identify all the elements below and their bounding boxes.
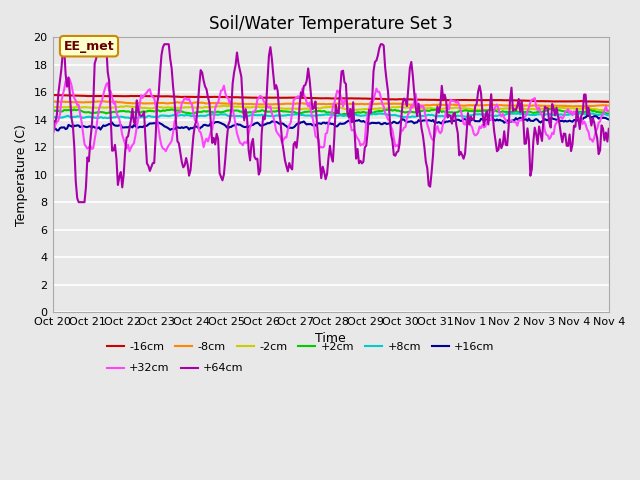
+8cm [68,114,76,120]
+2cm [529,110,537,116]
+8cm [447,113,454,119]
+16cm [336,120,344,126]
-2cm [68,104,76,110]
+8cm [605,112,612,118]
+16cm [605,117,612,122]
Line: +2cm: +2cm [52,108,609,115]
Line: +8cm: +8cm [52,113,609,118]
+64cm [68,115,76,120]
Line: +64cm: +64cm [52,44,609,202]
-16cm [600,99,608,105]
+16cm [604,116,611,122]
+16cm [86,123,94,129]
-8cm [100,98,108,104]
-8cm [604,103,611,108]
-8cm [529,103,537,108]
+8cm [49,115,56,120]
+16cm [49,127,56,132]
-16cm [85,93,93,99]
+16cm [529,118,537,124]
Title: Soil/Water Temperature Set 3: Soil/Water Temperature Set 3 [209,15,452,33]
+2cm [605,111,612,117]
+2cm [335,110,342,116]
+2cm [68,108,76,113]
+32cm [125,148,133,154]
+64cm [75,199,83,205]
+16cm [54,128,62,133]
Line: +16cm: +16cm [52,116,609,131]
-16cm [445,97,453,103]
Line: -8cm: -8cm [52,101,609,107]
-8cm [49,99,56,105]
+32cm [65,74,72,80]
+64cm [448,121,456,127]
+64cm [49,137,56,143]
-8cm [336,101,344,107]
Text: EE_met: EE_met [63,40,115,53]
+64cm [95,41,103,47]
X-axis label: Time: Time [316,333,346,346]
+8cm [604,112,611,118]
+64cm [338,69,346,74]
+32cm [86,143,94,148]
+2cm [338,112,346,118]
+32cm [338,96,346,102]
+16cm [584,113,592,119]
-8cm [605,103,612,108]
+32cm [69,89,77,95]
-2cm [336,105,344,110]
Line: +32cm: +32cm [52,77,609,151]
+2cm [447,109,454,115]
-2cm [602,108,610,113]
+2cm [49,108,56,114]
+16cm [447,119,454,124]
+64cm [604,139,611,144]
-8cm [447,102,454,108]
+32cm [604,108,611,114]
+2cm [85,109,93,115]
+2cm [547,106,554,111]
Line: -2cm: -2cm [52,106,609,110]
+2cm [604,111,611,117]
-8cm [68,99,76,105]
-16cm [49,92,56,98]
+8cm [85,114,93,120]
-16cm [68,93,76,98]
-2cm [49,104,56,110]
Y-axis label: Temperature (C): Temperature (C) [15,124,28,226]
+64cm [86,138,94,144]
+8cm [531,112,539,118]
+8cm [515,110,523,116]
+8cm [127,115,135,121]
+64cm [605,126,612,132]
+64cm [531,125,539,131]
Legend: +32cm, +64cm: +32cm, +64cm [102,359,248,378]
+16cm [69,124,77,130]
-2cm [529,106,537,112]
-16cm [605,99,612,105]
+32cm [531,95,539,101]
-16cm [528,98,536,104]
-16cm [335,96,342,101]
-2cm [85,105,93,110]
-8cm [85,99,93,105]
-2cm [221,103,229,109]
-2cm [605,108,612,113]
+32cm [448,98,456,104]
-8cm [580,104,588,109]
Line: -16cm: -16cm [52,95,609,102]
+32cm [605,108,612,114]
+8cm [336,112,344,118]
-2cm [447,105,454,111]
+32cm [49,132,56,138]
